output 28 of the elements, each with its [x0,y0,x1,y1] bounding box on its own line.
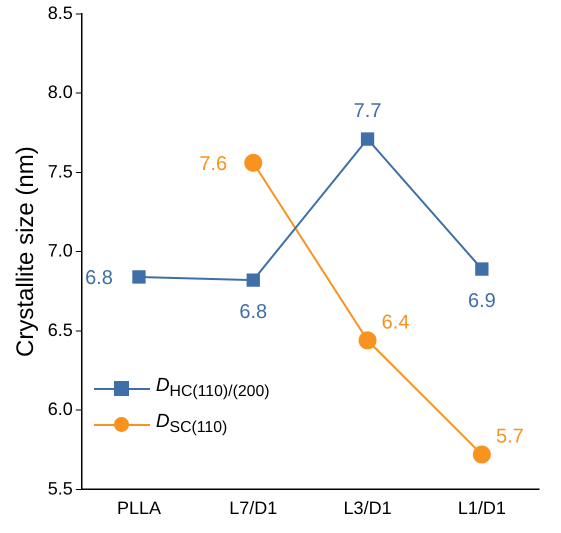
data-label: 7.6 [199,152,228,175]
y-tick-label: 7.5 [48,161,73,182]
data-label: 6.9 [468,290,496,312]
y-tick-label: 8.0 [48,82,73,102]
point [475,262,489,276]
legend-label: D$_{SC(110)}$ [156,411,228,436]
point [244,154,262,172]
x-tick-label: L1/D1 [458,498,506,518]
y-tick-label: 8.5 [48,2,73,23]
point [472,446,491,464]
data-label: 6.4 [382,311,410,334]
y-tick-label: 6.0 [48,399,73,420]
data-label: 5.7 [496,426,524,448]
data-label: 6.8 [85,266,113,289]
data-label: 6.8 [239,301,268,324]
y-axis-title: Crystallite size (nm) [12,146,40,357]
y-tick-label: 7.0 [48,240,73,261]
point [132,270,146,284]
point [358,331,377,350]
legend-label: D$_{HC(110)/(200)}$ [156,375,270,400]
x-tick-label: PLLA [116,498,161,518]
point [360,132,374,146]
x-tick-label: L7/D1 [229,498,278,518]
y-tick-label: 5.5 [48,478,73,498]
y-tick-label: 6.5 [48,320,73,340]
data-label: 7.7 [354,100,382,122]
x-tick-label: L3/D1 [344,498,392,518]
point [246,273,260,287]
